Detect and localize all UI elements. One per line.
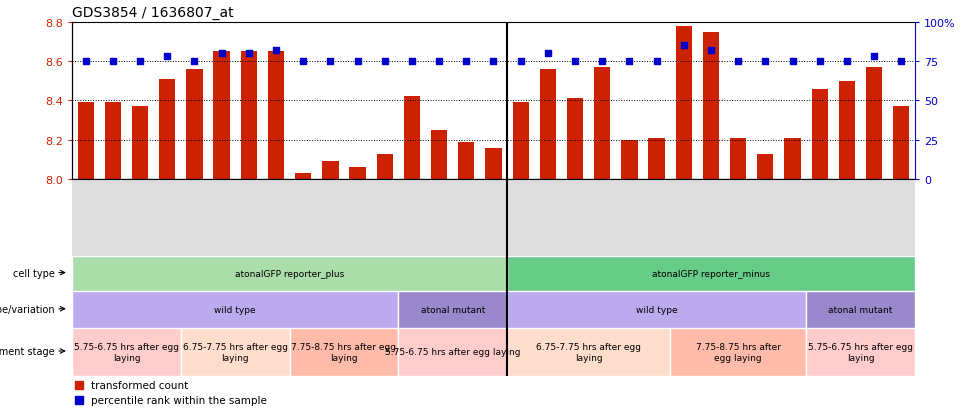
Bar [806, 291, 915, 328]
Point [71, 396, 86, 403]
Bar [594, 68, 610, 180]
Text: 6.75-7.75 hrs after egg
laying: 6.75-7.75 hrs after egg laying [183, 342, 287, 362]
Point [458, 59, 474, 65]
Point [513, 59, 529, 65]
Bar [398, 328, 507, 376]
Bar [839, 82, 855, 180]
Bar [377, 154, 393, 180]
Bar [702, 33, 719, 180]
Point [677, 43, 692, 50]
Bar [730, 138, 747, 180]
Text: 7.75-8.75 hrs after
egg laying: 7.75-8.75 hrs after egg laying [696, 342, 780, 362]
Bar [72, 256, 507, 291]
Point [350, 59, 365, 65]
Text: atonal mutant: atonal mutant [421, 305, 485, 314]
Point [431, 59, 447, 65]
Bar [567, 99, 583, 180]
Text: 5.75-6.75 hrs after egg
laying: 5.75-6.75 hrs after egg laying [74, 342, 179, 362]
Text: transformed count: transformed count [90, 380, 187, 390]
Bar [507, 328, 670, 376]
Point [160, 54, 175, 61]
Bar [670, 328, 806, 376]
Point [812, 59, 827, 65]
Bar [512, 103, 529, 180]
Point [241, 51, 257, 57]
Bar [213, 52, 230, 180]
Point [323, 59, 338, 65]
Bar [322, 162, 338, 180]
Bar [866, 68, 882, 180]
Bar [806, 328, 915, 376]
Bar [893, 107, 909, 180]
Point [295, 59, 310, 65]
Bar [621, 140, 637, 180]
Bar [485, 148, 502, 180]
Point [377, 59, 392, 65]
Bar [132, 107, 148, 180]
Bar [181, 328, 289, 376]
Point [485, 59, 502, 65]
Text: 5.75-6.75 hrs after egg
laying: 5.75-6.75 hrs after egg laying [808, 342, 913, 362]
Text: wild type: wild type [214, 305, 256, 314]
Bar [507, 291, 806, 328]
Text: GDS3854 / 1636807_at: GDS3854 / 1636807_at [72, 6, 234, 20]
Point [540, 51, 555, 57]
Text: 5.75-6.75 hrs after egg laying: 5.75-6.75 hrs after egg laying [385, 348, 521, 356]
Point [757, 59, 773, 65]
Bar [404, 97, 420, 180]
Bar [811, 90, 827, 180]
Point [405, 59, 420, 65]
Bar [757, 154, 774, 180]
Point [622, 59, 637, 65]
Point [894, 59, 909, 65]
Text: 6.75-7.75 hrs after egg
laying: 6.75-7.75 hrs after egg laying [536, 342, 641, 362]
Text: atonalGFP reporter_minus: atonalGFP reporter_minus [652, 269, 770, 278]
Bar [160, 80, 176, 180]
Point [268, 47, 283, 54]
Bar [295, 174, 311, 180]
Bar [507, 256, 915, 291]
Point [78, 59, 93, 65]
Text: atonalGFP reporter_plus: atonalGFP reporter_plus [234, 269, 344, 278]
Bar [784, 138, 801, 180]
Bar [398, 291, 507, 328]
Bar [78, 103, 94, 180]
Point [214, 51, 230, 57]
Bar [649, 138, 665, 180]
Point [867, 54, 882, 61]
Bar [72, 291, 398, 328]
Text: percentile rank within the sample: percentile rank within the sample [90, 395, 266, 405]
Bar [268, 52, 284, 180]
Point [133, 59, 148, 65]
Point [703, 47, 719, 54]
Bar [72, 328, 181, 376]
Bar [105, 103, 121, 180]
Text: wild type: wild type [636, 305, 678, 314]
Point [186, 59, 202, 65]
Point [595, 59, 610, 65]
Text: atonal mutant: atonal mutant [828, 305, 893, 314]
Bar [676, 27, 692, 180]
Bar [240, 52, 257, 180]
Bar [350, 168, 366, 180]
Text: cell type: cell type [12, 268, 55, 278]
Point [71, 382, 86, 388]
Point [567, 59, 582, 65]
Text: development stage: development stage [0, 346, 55, 356]
Point [649, 59, 664, 65]
Bar [289, 328, 398, 376]
Point [785, 59, 801, 65]
Point [839, 59, 854, 65]
Bar [431, 131, 447, 180]
Text: genotype/variation: genotype/variation [0, 304, 55, 314]
Point [730, 59, 746, 65]
Bar [540, 70, 556, 180]
Point [105, 59, 120, 65]
Bar [458, 142, 475, 180]
Bar [186, 70, 203, 180]
Text: 7.75-8.75 hrs after egg
laying: 7.75-8.75 hrs after egg laying [291, 342, 397, 362]
